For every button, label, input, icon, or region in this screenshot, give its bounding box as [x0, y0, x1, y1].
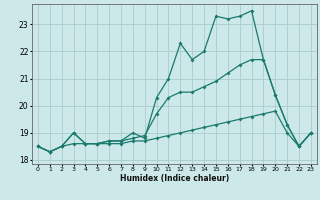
X-axis label: Humidex (Indice chaleur): Humidex (Indice chaleur)	[120, 174, 229, 183]
